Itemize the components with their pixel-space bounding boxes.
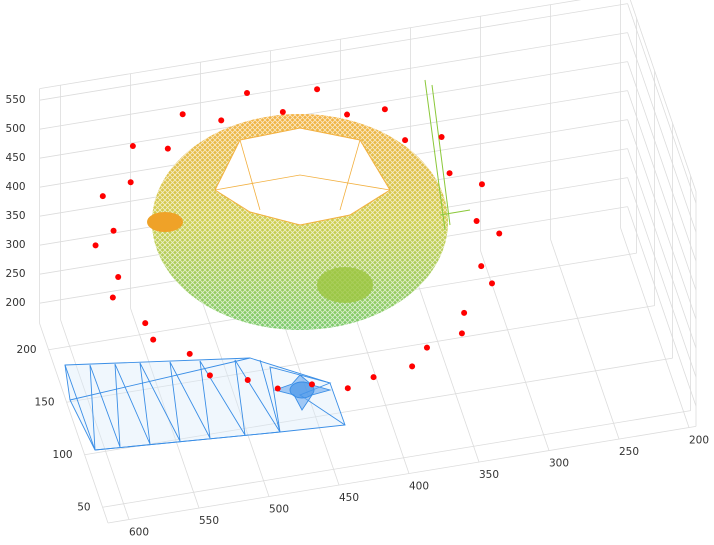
x-tick-label: 600 — [129, 527, 149, 539]
x-tick-label: 500 — [269, 504, 289, 516]
point — [279, 108, 286, 115]
axis-line — [39, 323, 109, 524]
point — [446, 170, 453, 177]
grid-line — [627, 32, 697, 233]
grid-line — [410, 262, 480, 463]
point — [244, 90, 250, 97]
point — [179, 111, 186, 118]
axis-line — [629, 0, 697, 192]
x-tick-label: 200 — [689, 435, 709, 447]
grid-line — [102, 410, 691, 508]
grid-line — [39, 61, 628, 159]
grid-line — [550, 239, 620, 440]
point — [110, 227, 117, 234]
grid-line — [66, 305, 655, 403]
grid-line — [627, 119, 697, 320]
point — [218, 117, 225, 124]
point — [409, 363, 416, 370]
z-tick-label: 250 — [6, 268, 26, 280]
z-tick-label: 450 — [6, 152, 26, 164]
grid-line — [627, 90, 697, 291]
point — [478, 181, 485, 188]
tick-labels: 600 550 500 450 400 350 300 250 200 50 100 150 200 20… — [6, 94, 709, 538]
grid-line — [39, 3, 628, 101]
point — [244, 377, 251, 383]
point — [164, 145, 171, 152]
point — [370, 374, 377, 381]
bowl-mesh — [147, 79, 471, 330]
point — [496, 230, 503, 237]
x-tick-label: 350 — [479, 469, 499, 481]
point — [438, 133, 445, 140]
point — [423, 344, 430, 351]
point — [186, 350, 193, 357]
point — [115, 274, 122, 281]
grid-line — [84, 357, 673, 456]
point — [314, 86, 321, 93]
z-tick-label: 550 — [6, 94, 26, 106]
z-tick-label: 200 — [6, 297, 26, 309]
point — [478, 263, 485, 270]
x-tick-label: 400 — [409, 481, 429, 493]
point — [150, 336, 157, 343]
grid-line — [627, 206, 697, 407]
z-tick-label: 350 — [6, 210, 26, 222]
grid-line — [200, 296, 270, 497]
x-tick-label: 550 — [199, 515, 219, 527]
point — [274, 385, 281, 392]
x-tick-label: 450 — [339, 492, 359, 504]
points — [92, 86, 503, 392]
point — [127, 179, 134, 186]
blue-mesh — [64, 357, 346, 451]
grid-line — [620, 227, 690, 428]
grid-line — [627, 3, 697, 204]
grid-line — [627, 61, 697, 262]
point — [458, 330, 465, 337]
point — [402, 137, 409, 144]
grid-line — [39, 32, 628, 130]
point — [344, 111, 351, 118]
y-tick-label: 100 — [53, 449, 73, 461]
y-tick-label: 150 — [35, 396, 55, 408]
grid-line — [130, 308, 200, 509]
point — [381, 106, 388, 113]
axis-line — [107, 426, 697, 524]
z-tick-label: 300 — [6, 239, 26, 251]
point — [308, 381, 315, 388]
point — [489, 280, 495, 287]
z-tick-label: 500 — [6, 123, 26, 135]
y-tick-label: 50 — [77, 501, 90, 513]
grid-line — [627, 177, 697, 378]
point — [461, 309, 468, 316]
axis-line — [39, 0, 582, 89]
point — [92, 242, 99, 249]
z-tick-label: 400 — [6, 181, 26, 193]
point — [109, 294, 116, 301]
point — [129, 143, 136, 150]
point — [473, 218, 480, 225]
point — [99, 193, 106, 200]
grid-line — [60, 319, 130, 520]
y-tick-label: 200 — [17, 344, 37, 356]
grid-line — [627, 148, 697, 349]
point — [206, 372, 213, 379]
point — [142, 320, 149, 327]
x-tick-label: 300 — [549, 458, 569, 470]
point — [344, 385, 351, 392]
x-tick-label: 250 — [619, 446, 639, 458]
